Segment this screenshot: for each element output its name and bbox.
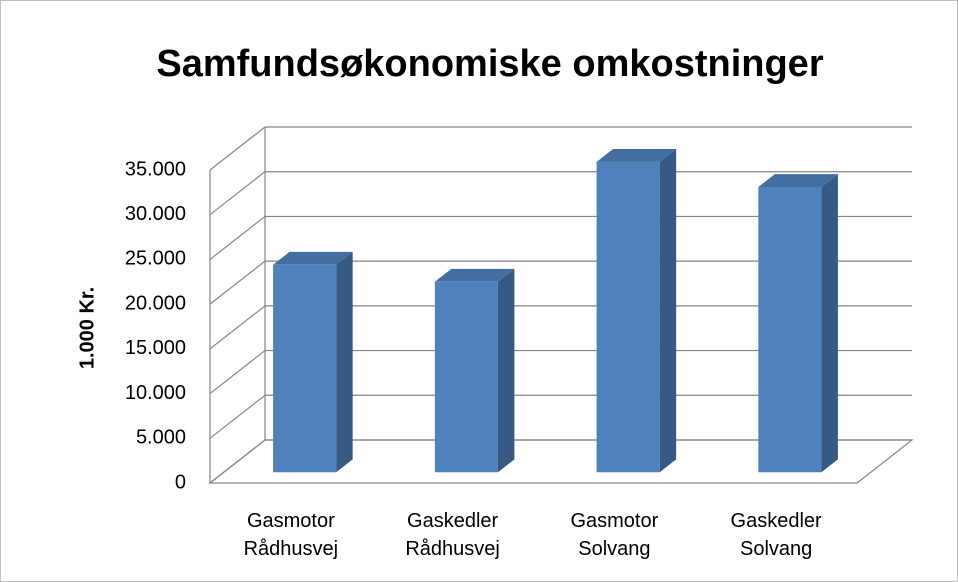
- y-tick-label: 20.000: [125, 292, 186, 314]
- chart-title: Samfundsøkonomiske omkostninger: [156, 43, 823, 85]
- bar-top: [273, 251, 353, 265]
- bar: [273, 264, 337, 473]
- side-grid-line: [209, 305, 266, 350]
- bar-side: [497, 268, 515, 473]
- y-tick-label: 35.000: [125, 158, 186, 180]
- y-tick-label: 25.000: [125, 248, 186, 270]
- y-tick-label: 10.000: [125, 382, 186, 404]
- x-tick-label: Gaskedler Solvang: [731, 510, 822, 560]
- bar: [596, 161, 660, 473]
- side-grid-line: [209, 439, 266, 484]
- side-grid-line: [209, 394, 266, 439]
- bar-side: [659, 149, 677, 473]
- y-tick-label: 5.000: [136, 427, 186, 449]
- x-tick-label: Gaskedler Rådhusvej: [405, 510, 500, 560]
- bar-top: [434, 268, 515, 282]
- x-tick-label: Gasmotor Rådhusvej: [244, 510, 339, 560]
- bar-top: [596, 149, 677, 162]
- side-grid-line: [209, 350, 266, 395]
- side-grid-line: [209, 126, 266, 171]
- bar-side: [336, 251, 353, 473]
- side-grid-line: [209, 171, 266, 216]
- x-tick-label: Gasmotor Solvang: [570, 510, 658, 560]
- bar-top: [758, 174, 838, 187]
- y-tick-label: 0: [175, 471, 186, 493]
- bar: [434, 281, 498, 473]
- y-tick-label: 15.000: [125, 337, 186, 359]
- y-tick-label: 30.000: [125, 203, 186, 225]
- y-axis-label: 1.000 Kr.: [76, 287, 98, 369]
- side-grid-line: [209, 215, 266, 260]
- bar-side: [821, 174, 838, 473]
- side-grid-line: [209, 260, 266, 305]
- bar: [758, 186, 822, 473]
